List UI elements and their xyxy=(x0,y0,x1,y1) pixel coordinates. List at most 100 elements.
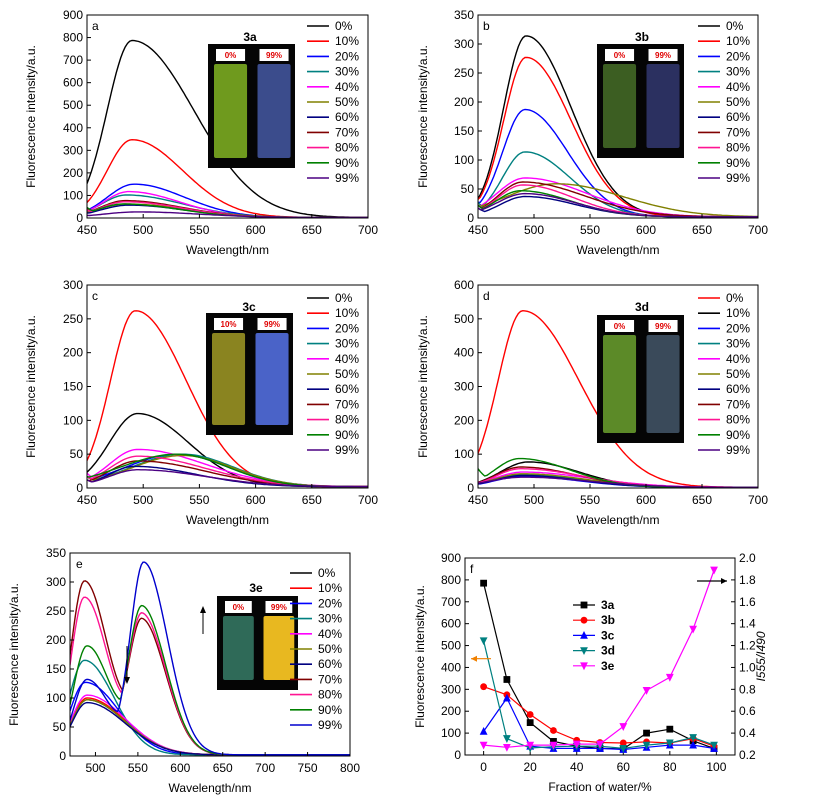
y-tick-label: 150 xyxy=(46,662,66,676)
x-tick-label: 550 xyxy=(189,223,209,237)
legend-label: 0% xyxy=(726,291,744,305)
vial-label: 0% xyxy=(233,603,245,612)
vial xyxy=(603,335,637,433)
legend-label: 70% xyxy=(318,672,342,686)
legend-label: 90% xyxy=(318,703,342,717)
legend-label: 30% xyxy=(726,65,750,79)
legend-label: 10% xyxy=(335,306,359,320)
panel-f: 0 20 40 60 80 100 0 100 200 300 400 500 600 700 800 900… xyxy=(413,551,768,794)
legend-label: 3a xyxy=(601,598,615,612)
x-tick-label: 650 xyxy=(302,493,322,507)
vial xyxy=(212,333,246,425)
legend-label: 3b xyxy=(601,613,615,627)
panel-letter: e xyxy=(76,557,83,571)
x-tick-label: 700 xyxy=(358,223,378,237)
series-line-80% xyxy=(70,596,350,756)
y-tick-label: 400 xyxy=(454,346,474,360)
y2-tick-label: 1.4 xyxy=(739,617,756,631)
legend-label: 50% xyxy=(335,367,359,381)
y-tick-label: 500 xyxy=(441,639,461,653)
legend-label: 60% xyxy=(726,382,750,396)
y-tick-label: 300 xyxy=(46,575,66,589)
inset-photo: 10% 99% xyxy=(206,313,293,435)
data-point xyxy=(503,676,511,683)
legend-label: 30% xyxy=(726,337,750,351)
legend-label: 60% xyxy=(335,382,359,396)
legend-label: 60% xyxy=(318,657,342,671)
y2-tick-label: 1.2 xyxy=(739,639,756,653)
data-point xyxy=(479,741,488,750)
y-tick-label: 250 xyxy=(454,66,474,80)
panel-letter: f xyxy=(470,562,474,576)
vial-label-box xyxy=(257,318,287,330)
series-group xyxy=(70,561,350,756)
y2-tick-label: 1.8 xyxy=(739,573,756,587)
plot-frame xyxy=(86,14,369,219)
trend-arrows xyxy=(124,606,206,684)
data-point xyxy=(689,734,698,742)
y-tick-label: 0 xyxy=(76,211,83,225)
vial xyxy=(255,333,289,425)
x-tick-label: 500 xyxy=(133,493,153,507)
data-point xyxy=(643,729,650,737)
legend-label: 90% xyxy=(726,428,750,442)
x-tick-label: 100 xyxy=(706,760,726,774)
data-point xyxy=(572,740,581,749)
vial xyxy=(646,64,680,148)
x-tick-label: 500 xyxy=(85,761,105,775)
y-axis-label: Fluorescence intensity/a.u. xyxy=(24,315,38,458)
panel-c: 450 500 550 600 650 700 0 50 100 150 200 250 300 Wave… xyxy=(24,278,378,527)
legend-label: 50% xyxy=(318,642,342,656)
y-tick-label: 300 xyxy=(454,37,474,51)
data-point xyxy=(710,741,718,750)
vial-label-box xyxy=(605,49,635,61)
y-tick-label: 800 xyxy=(63,31,83,45)
x-tick-label: 80 xyxy=(663,760,677,774)
legend-label: 80% xyxy=(726,141,750,155)
vial-label: 99% xyxy=(655,51,671,60)
legend-label: 0% xyxy=(726,19,744,33)
y2-tick-label: 1.6 xyxy=(739,595,756,609)
legend: 0%10%20% 30%40%50%60%70% 80%90%99% xyxy=(307,19,359,185)
data-point xyxy=(502,693,511,702)
legend-label: 20% xyxy=(318,596,342,610)
y-tick-label: 100 xyxy=(63,188,83,202)
inset-photo: 0% 99% xyxy=(208,44,295,168)
y-axis-label: Fluorescence intensity/a.u. xyxy=(7,583,21,726)
x-tick-label: 450 xyxy=(77,223,97,237)
y-tick-label: 250 xyxy=(46,604,66,618)
vial xyxy=(257,64,291,158)
data-point xyxy=(580,616,588,624)
series-3e xyxy=(479,566,718,752)
y-tick-label: 800 xyxy=(441,573,461,587)
y-tick-label: 200 xyxy=(46,633,66,647)
sample-label: 3c xyxy=(242,300,256,314)
y-axis-label: Fluorescence intensity/a.u. xyxy=(416,315,430,458)
series-line-99% xyxy=(478,192,758,218)
legend-label: 99% xyxy=(335,443,359,457)
legend-label: 10% xyxy=(318,581,342,595)
data-point xyxy=(666,725,674,733)
series-line-99% xyxy=(87,469,368,488)
x-tick-label: 550 xyxy=(189,493,209,507)
legend-label: 20% xyxy=(726,49,750,63)
data-point xyxy=(480,579,488,587)
x-tick-label: 600 xyxy=(246,223,266,237)
x-tick-label: 500 xyxy=(524,223,544,237)
series-group xyxy=(478,35,758,218)
data-point xyxy=(580,601,588,609)
down-arrowhead xyxy=(124,677,130,684)
x-tick-label: 550 xyxy=(128,761,148,775)
vial xyxy=(214,64,248,158)
legend-label: 40% xyxy=(335,352,359,366)
series-line-3a xyxy=(483,583,715,750)
x-tick-label: 600 xyxy=(636,223,656,237)
data-point xyxy=(502,735,511,743)
legend-label: 80% xyxy=(318,688,342,702)
data-point xyxy=(619,723,628,731)
x-tick-label: 0 xyxy=(480,760,487,774)
left-axis-arrowhead xyxy=(471,655,477,662)
panel-a: 450 500 550 600 650 700 0 100 200 300 400 500 600 700… xyxy=(24,8,378,257)
legend-label: 70% xyxy=(726,125,750,139)
